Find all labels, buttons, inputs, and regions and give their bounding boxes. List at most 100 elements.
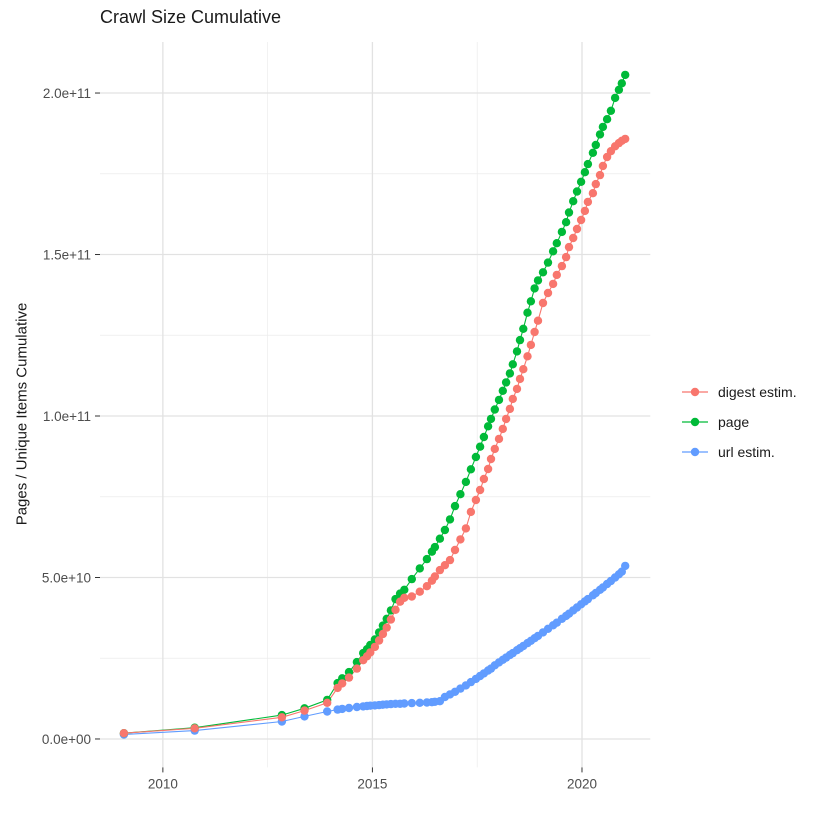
data-point-url-estim- — [415, 698, 424, 707]
legend-label: digest estim. — [718, 384, 797, 400]
data-point-url-estim- — [621, 561, 630, 571]
data-point-digest-estim- — [352, 664, 362, 673]
data-point-url-estim- — [323, 707, 332, 716]
data-point-page — [352, 657, 362, 667]
data-point-page — [533, 276, 543, 285]
data-point-digest-estim- — [591, 179, 600, 189]
data-point-digest-estim- — [580, 206, 590, 216]
y-tick-label: 1.0e+11 — [43, 409, 91, 424]
data-point-digest-estim- — [572, 224, 582, 234]
data-point-digest-estim- — [382, 623, 391, 632]
data-point-page — [498, 386, 507, 395]
data-point-digest-estim- — [515, 374, 525, 384]
data-point-page — [561, 218, 571, 227]
data-point-page — [526, 297, 536, 306]
data-point-digest-estim- — [277, 713, 287, 722]
data-point-page — [400, 585, 409, 594]
data-point-digest-estim- — [523, 352, 532, 361]
data-point-page — [512, 347, 522, 356]
data-point-page — [490, 405, 499, 414]
data-point-digest-estim- — [422, 582, 432, 591]
data-point-page — [483, 422, 493, 431]
data-point-page — [548, 247, 558, 256]
data-point-digest-estim- — [323, 698, 332, 707]
data-point-page — [595, 130, 605, 139]
data-point-page — [538, 268, 548, 277]
data-point-page — [552, 239, 561, 248]
data-point-page — [407, 574, 416, 584]
data-point-digest-estim- — [400, 593, 409, 602]
data-point-digest-estim- — [543, 288, 553, 298]
legend-key-dot-line-icon — [682, 417, 708, 427]
data-point-digest-estim- — [548, 279, 558, 289]
data-point-digest-estim- — [461, 524, 471, 533]
data-point-digest-estim- — [564, 242, 574, 252]
data-point-page — [523, 308, 532, 317]
data-point-url-estim- — [352, 702, 362, 712]
data-point-digest-estim- — [501, 414, 511, 424]
data-point-digest-estim- — [386, 615, 396, 624]
data-point-digest-estim- — [598, 161, 608, 171]
data-point-page — [543, 258, 553, 267]
data-point-page — [602, 115, 612, 124]
data-point-digest-estim- — [490, 444, 499, 454]
data-point-page — [583, 159, 593, 169]
data-point-page — [564, 208, 574, 217]
data-point-page — [456, 490, 465, 499]
data-point-page — [572, 187, 582, 196]
data-point-digest-estim- — [430, 572, 440, 581]
data-point-page — [606, 106, 616, 116]
data-point-digest-estim- — [471, 495, 481, 505]
chart-title: Crawl Size Cumulative — [100, 7, 282, 27]
data-point-url-estim- — [338, 704, 347, 714]
y-tick-label: 0.0e+00 — [42, 732, 91, 747]
data-point-url-estim- — [400, 699, 409, 708]
data-point-digest-estim- — [483, 464, 493, 474]
data-point-page — [530, 284, 539, 293]
data-point-page — [461, 477, 471, 487]
data-point-digest-estim- — [561, 252, 571, 262]
legend-item-page: page — [681, 407, 797, 437]
data-point-page — [450, 501, 460, 511]
data-point-digest-estim- — [466, 507, 476, 517]
x-tick-label: 2020 — [567, 776, 597, 791]
data-point-digest-estim- — [621, 134, 630, 144]
data-point-digest-estim- — [552, 270, 561, 280]
data-point-digest-estim- — [338, 679, 347, 688]
data-point-digest-estim- — [519, 365, 528, 374]
data-point-page — [569, 197, 578, 206]
data-point-page — [588, 148, 598, 157]
data-point-page — [430, 542, 440, 552]
data-point-digest-estim- — [526, 340, 536, 350]
data-point-digest-estim- — [588, 189, 598, 198]
data-point-page — [515, 335, 525, 345]
data-point-digest-estim- — [583, 197, 593, 207]
y-tick-label: 2.0e+11 — [43, 86, 91, 101]
data-point-digest-estim- — [508, 394, 517, 404]
x-tick-label: 2010 — [148, 776, 178, 791]
data-point-digest-estim- — [407, 592, 416, 601]
data-point-digest-estim- — [595, 170, 605, 180]
data-point-page — [508, 360, 517, 369]
x-tick-label: 2015 — [357, 776, 387, 791]
data-point-page — [519, 324, 528, 333]
data-point-page — [614, 85, 624, 95]
data-point-page — [598, 122, 608, 132]
data-point-digest-estim- — [440, 561, 450, 570]
legend-key-dot-line-icon — [682, 387, 708, 397]
data-point-digest-estim- — [190, 724, 199, 733]
data-point-digest-estim- — [456, 535, 465, 544]
y-tick-label: 5.0e+10 — [42, 570, 91, 585]
data-point-digest-estim- — [366, 648, 375, 657]
legend-item-url-estim: url estim. — [681, 437, 797, 467]
data-point-digest-estim- — [530, 327, 539, 337]
data-point-page — [501, 378, 511, 387]
data-point-digest-estim- — [498, 424, 507, 434]
data-point-digest-estim- — [450, 545, 460, 555]
data-point-digest-estim- — [475, 485, 485, 495]
data-point-digest-estim- — [344, 673, 354, 682]
data-point-digest-estim- — [569, 233, 578, 243]
data-point-digest-estim- — [479, 474, 489, 484]
data-point-digest-estim- — [445, 555, 455, 565]
